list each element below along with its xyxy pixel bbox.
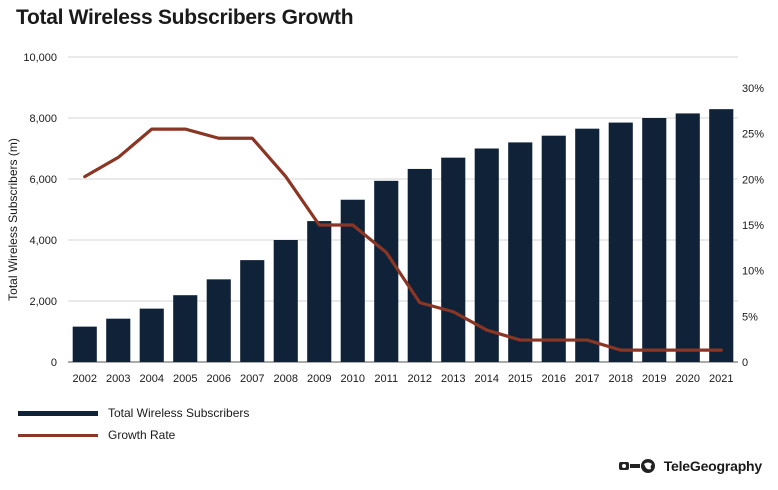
bar-2008 xyxy=(273,240,298,362)
bar-2021 xyxy=(709,109,734,362)
x-tick-label: 2020 xyxy=(676,373,700,385)
x-tick-label: 2016 xyxy=(542,373,566,385)
legend-label-growth: Growth Rate xyxy=(108,428,176,442)
y-tick-label: 10,000 xyxy=(23,52,57,64)
bar-2020 xyxy=(675,113,700,362)
y2-tick-label: 15% xyxy=(742,220,764,232)
x-tick-label: 2021 xyxy=(709,373,733,385)
bar-2016 xyxy=(541,135,566,362)
x-tick-label: 2019 xyxy=(642,373,666,385)
y2-tick-label: 0 xyxy=(742,357,748,369)
x-tick-label: 2005 xyxy=(173,373,197,385)
bar-2012 xyxy=(407,168,432,362)
y2-tick-label: 5% xyxy=(742,311,758,323)
x-tick-label: 2013 xyxy=(441,373,465,385)
legend-swatch-bar xyxy=(18,410,98,416)
x-tick-label: 2015 xyxy=(508,373,532,385)
chart-canvas: 0 2,000 4,000 6,000 8,000 10,000 0 5% 10% 15% 20% 2… xyxy=(6,52,764,385)
x-tick-label: 2006 xyxy=(207,373,231,385)
y-axis-title: Total Wireless Subscribers (m) xyxy=(6,138,20,301)
y-tick-label: 4,000 xyxy=(29,235,57,247)
y2-tick-label: 30% xyxy=(742,83,764,95)
x-tick-label: 2010 xyxy=(341,373,365,385)
legend-item-growth: Growth Rate xyxy=(18,424,249,446)
y-tick-label: 6,000 xyxy=(29,174,57,186)
legend-label-subscribers: Total Wireless Subscribers xyxy=(108,406,250,420)
bar-2019 xyxy=(642,118,667,362)
x-tick-label: 2018 xyxy=(609,373,633,385)
legend: Total Wireless Subscribers Growth Rate xyxy=(18,402,249,446)
x-tick-label: 2007 xyxy=(240,373,264,385)
brand: TeleGeography xyxy=(618,458,762,474)
legend-item-subscribers: Total Wireless Subscribers xyxy=(18,402,249,424)
x-tick-label: 2009 xyxy=(307,373,331,385)
x-tick-label: 2011 xyxy=(374,373,398,385)
bar-2009 xyxy=(307,221,332,362)
y2-tick-label: 25% xyxy=(742,129,764,141)
x-tick-label: 2017 xyxy=(575,373,599,385)
x-tick-label: 2012 xyxy=(408,373,432,385)
x-tick-label: 2004 xyxy=(140,373,164,385)
y-tick-label: 0 xyxy=(51,357,57,369)
x-tick-label: 2008 xyxy=(274,373,298,385)
bar-2015 xyxy=(508,142,533,362)
x-tick-label: 2014 xyxy=(475,373,499,385)
x-tick-label: 2003 xyxy=(106,373,130,385)
bar-2018 xyxy=(608,122,633,362)
bar-2017 xyxy=(575,128,600,362)
bar-2013 xyxy=(441,157,466,362)
growth-rate-line xyxy=(83,127,723,352)
bar-2002 xyxy=(72,326,97,362)
telegeography-logo-icon xyxy=(618,459,655,473)
brand-name: TeleGeography xyxy=(663,458,762,474)
bar-2011 xyxy=(374,180,399,362)
y-tick-label: 2,000 xyxy=(29,296,57,308)
x-tick-label: 2002 xyxy=(73,373,97,385)
y2-tick-label: 20% xyxy=(742,174,764,186)
chart-title: Total Wireless Subscribers Growth xyxy=(16,6,354,29)
bar-2007 xyxy=(240,260,265,362)
y-tick-label: 8,000 xyxy=(29,113,57,125)
bar-2004 xyxy=(139,308,164,362)
bar-2003 xyxy=(106,318,131,362)
bar-2005 xyxy=(173,295,198,362)
bar-2006 xyxy=(206,279,231,362)
y2-tick-label: 10% xyxy=(742,266,764,278)
legend-swatch-line xyxy=(18,433,98,437)
